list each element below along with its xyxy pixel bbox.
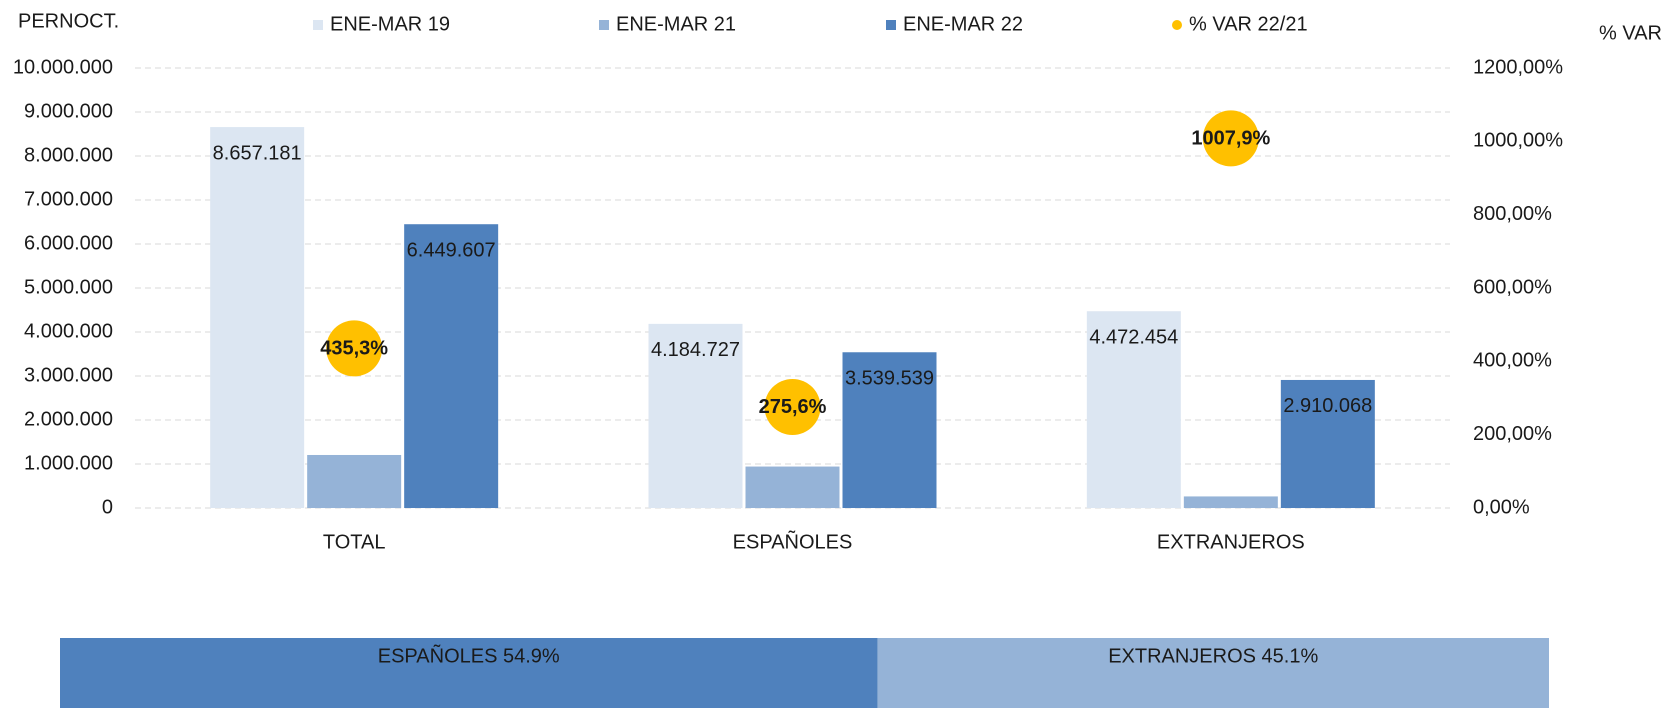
y2-axis-title: % VAR bbox=[1599, 22, 1662, 44]
share-segment bbox=[877, 638, 1549, 708]
bar bbox=[210, 127, 305, 508]
y-tick-label: 0 bbox=[102, 496, 113, 518]
y-axis-title: PERNOCT. bbox=[18, 10, 119, 32]
y-tick-label: 10.000.000 bbox=[13, 56, 113, 78]
var-label: 1007,9% bbox=[1191, 128, 1270, 150]
var-dot bbox=[764, 378, 821, 435]
bar bbox=[1280, 379, 1375, 508]
bar bbox=[1086, 311, 1181, 508]
data-label: 8.657.181 bbox=[213, 142, 302, 164]
var-dot bbox=[1202, 110, 1259, 167]
y-tick-label: 4.000.000 bbox=[24, 320, 113, 342]
bar bbox=[307, 454, 402, 508]
legend-label: ENE-MAR 21 bbox=[616, 13, 736, 35]
y2-tick-label: 800,00% bbox=[1473, 203, 1552, 225]
data-label: 3.539.539 bbox=[845, 368, 934, 390]
y-tick-label: 3.000.000 bbox=[24, 364, 113, 386]
y2-tick-label: 400,00% bbox=[1473, 350, 1552, 372]
y-tick-label: 5.000.000 bbox=[24, 276, 113, 298]
legend-label: % VAR 22/21 bbox=[1189, 13, 1308, 35]
data-label: 2.910.068 bbox=[1283, 395, 1372, 417]
y-tick-label: 6.000.000 bbox=[24, 232, 113, 254]
legend-label: ENE-MAR 22 bbox=[903, 13, 1023, 35]
y2-tick-label: 200,00% bbox=[1473, 423, 1552, 445]
share-label: ESPAÑOLES 54.9% bbox=[378, 643, 560, 667]
y2-tick-label: 0,00% bbox=[1473, 496, 1530, 518]
y2-tick-label: 1000,00% bbox=[1473, 130, 1563, 152]
y-tick-label: 9.000.000 bbox=[24, 100, 113, 122]
y2-tick-label: 600,00% bbox=[1473, 276, 1552, 298]
y-tick-label: 1.000.000 bbox=[24, 452, 113, 474]
legend-marker bbox=[1172, 20, 1182, 30]
share-segment bbox=[60, 638, 878, 708]
bar bbox=[648, 323, 743, 508]
y2-tick-label: 1200,00% bbox=[1473, 56, 1563, 78]
legend-marker bbox=[599, 20, 609, 30]
bar bbox=[404, 224, 499, 508]
legend-marker bbox=[886, 20, 896, 30]
x-tick-label: ESPAÑOLES bbox=[733, 529, 853, 553]
data-label: 4.472.454 bbox=[1089, 326, 1178, 348]
y-tick-label: 2.000.000 bbox=[24, 408, 113, 430]
var-dot bbox=[326, 320, 383, 377]
share-label: EXTRANJEROS 45.1% bbox=[1108, 645, 1318, 667]
data-label: 6.449.607 bbox=[407, 239, 496, 261]
bar bbox=[842, 352, 937, 508]
var-label: 275,6% bbox=[759, 396, 827, 418]
y-tick-label: 7.000.000 bbox=[24, 188, 113, 210]
var-label: 435,3% bbox=[320, 338, 388, 360]
legend-label: ENE-MAR 19 bbox=[330, 13, 450, 35]
bar bbox=[745, 466, 840, 508]
data-label: 4.184.727 bbox=[651, 339, 740, 361]
bar bbox=[1183, 496, 1278, 508]
x-tick-label: TOTAL bbox=[323, 531, 386, 553]
x-tick-label: EXTRANJEROS bbox=[1157, 531, 1305, 553]
y-tick-label: 8.000.000 bbox=[24, 144, 113, 166]
legend-marker bbox=[313, 20, 323, 30]
